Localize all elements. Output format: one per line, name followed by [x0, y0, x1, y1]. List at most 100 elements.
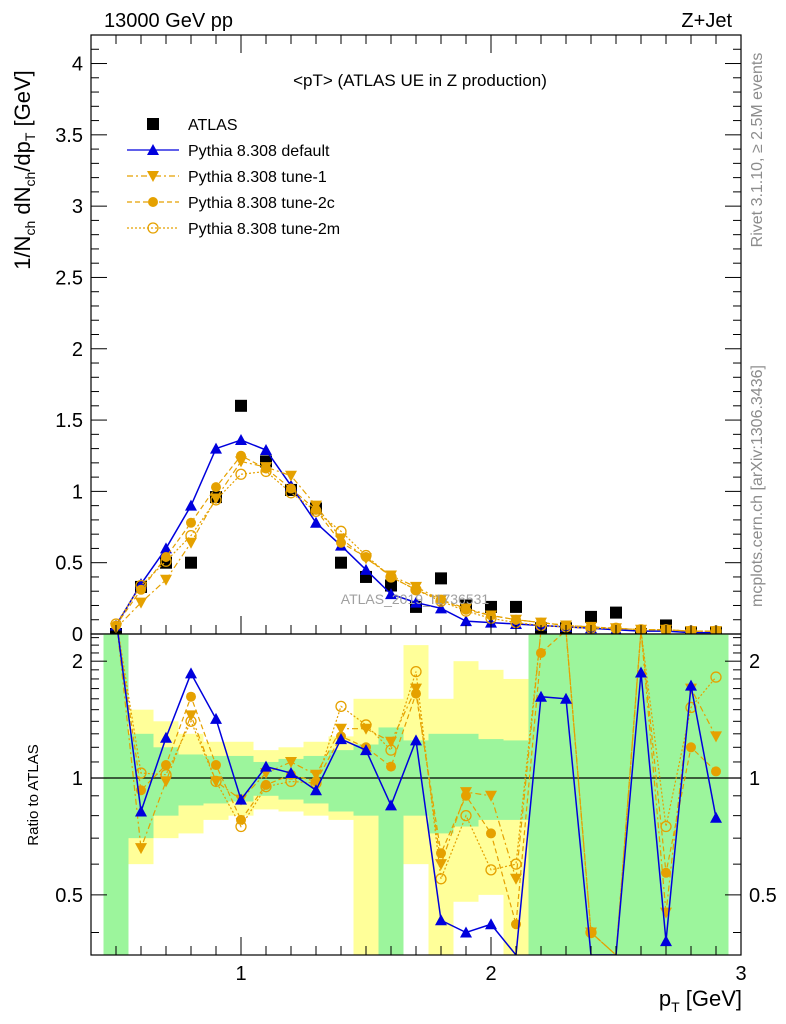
ratio-series-2 [117, 634, 722, 955]
ratio-point [410, 734, 422, 746]
data-point [136, 584, 146, 595]
data-point [285, 470, 297, 482]
data-point [236, 450, 246, 461]
ratio-point [710, 811, 722, 823]
data-point [385, 579, 397, 592]
ratio-point [236, 814, 246, 825]
legend-label: ATLAS [188, 117, 238, 134]
data-point [460, 605, 472, 617]
uncertainty-band-green [603, 634, 629, 955]
data-point [410, 596, 422, 608]
data-point [360, 549, 372, 562]
data-point [235, 434, 247, 446]
uncertainty-band-green [528, 634, 554, 955]
ratio-point [235, 793, 247, 805]
ratio-point [436, 848, 446, 859]
legend-entry: Pythia 8.308 tune-2m [127, 221, 340, 238]
ratio-point [260, 760, 272, 772]
ratio-point [435, 859, 447, 871]
ratio-point [460, 926, 472, 938]
watermark: ATLAS_2019_I1736531 [341, 591, 490, 607]
ratio-point [161, 760, 171, 771]
ratio-point [460, 787, 472, 799]
legend-label: Pythia 8.308 default [188, 143, 330, 160]
ytick-label: 2 [72, 339, 83, 361]
data-point [135, 597, 147, 609]
data-point [185, 529, 197, 542]
ratio-point [535, 690, 547, 702]
ratio-point [435, 914, 447, 926]
data-point [335, 525, 347, 537]
data-point [385, 588, 397, 600]
data-point [160, 574, 172, 586]
data-point [235, 399, 247, 412]
data-point [210, 442, 222, 454]
ratio-plot-content [91, 634, 741, 955]
ratio-point [160, 776, 172, 788]
uncertainty-band-green [478, 739, 504, 820]
ratio-ytick-label-right: 2 [749, 651, 760, 673]
uncertainty-band-green [703, 634, 729, 955]
legend-marker [148, 197, 158, 207]
data-point [186, 517, 196, 528]
legend-entry: Pythia 8.308 tune-2c [127, 195, 335, 212]
ratio-point [310, 784, 322, 796]
data-point [335, 556, 347, 569]
ratio-point [335, 733, 347, 745]
xtick-label: 3 [735, 963, 746, 985]
xtick-label: 1 [235, 963, 246, 985]
data-point [435, 572, 447, 585]
data-point [260, 444, 272, 456]
data-point [585, 610, 597, 623]
ratio-point [661, 867, 671, 878]
data-point [310, 516, 322, 528]
data-point [460, 615, 472, 627]
ytick-label: 0.5 [55, 553, 83, 575]
ratio-line [117, 634, 717, 955]
ratio-point [510, 873, 522, 885]
ratio-point [635, 666, 647, 678]
uncertainty-band-green [428, 733, 454, 834]
ratio-point [186, 691, 196, 702]
ratio-ytick-label: 2 [72, 651, 83, 673]
ratio-series-group [117, 634, 722, 955]
ratio-panel: 0.5 0.5 1 1 2 2 1 2 3 [55, 633, 777, 985]
legend-label: Pythia 8.308 tune-1 [188, 169, 327, 186]
ytick-label: 0 [72, 624, 83, 646]
ratio-point [135, 843, 147, 855]
ratio-point [185, 667, 197, 679]
ratio-point [285, 756, 297, 768]
main-plot-content [110, 399, 722, 640]
ratio-point [386, 761, 396, 772]
data-point [510, 600, 522, 613]
ratio-point [185, 710, 197, 722]
ratio-point [211, 760, 221, 771]
ratio-point [711, 766, 721, 777]
ratio-point [486, 828, 496, 839]
ratio-ytick-label-right: 1 [749, 768, 760, 790]
ratio-point [360, 723, 372, 735]
ratio-point [460, 809, 472, 822]
ratio-point [686, 742, 696, 753]
data-point [261, 463, 271, 474]
ytick-label: 1 [72, 481, 83, 503]
header-left: 13000 GeV pp [104, 10, 233, 32]
data-point [210, 494, 222, 506]
legend-entry: Pythia 8.308 default [127, 143, 330, 160]
ratio-point [310, 769, 322, 781]
ytick-label: 3.5 [55, 125, 83, 147]
uncertainty-band-green [328, 750, 354, 812]
mcplots-label: mcplots.cern.ch [arXiv:1306.3436] [749, 365, 766, 607]
ratio-point [385, 799, 397, 811]
ratio-point [385, 736, 397, 748]
ytick-label: 4 [72, 54, 83, 76]
data-point [160, 542, 172, 554]
ratio-point [210, 776, 222, 788]
series-line [115, 470, 716, 632]
ratio-point [160, 731, 172, 743]
legend-marker [147, 118, 159, 130]
uncertainty-band-green [378, 727, 404, 955]
ratio-point [685, 701, 697, 714]
ratio-point [660, 935, 672, 947]
